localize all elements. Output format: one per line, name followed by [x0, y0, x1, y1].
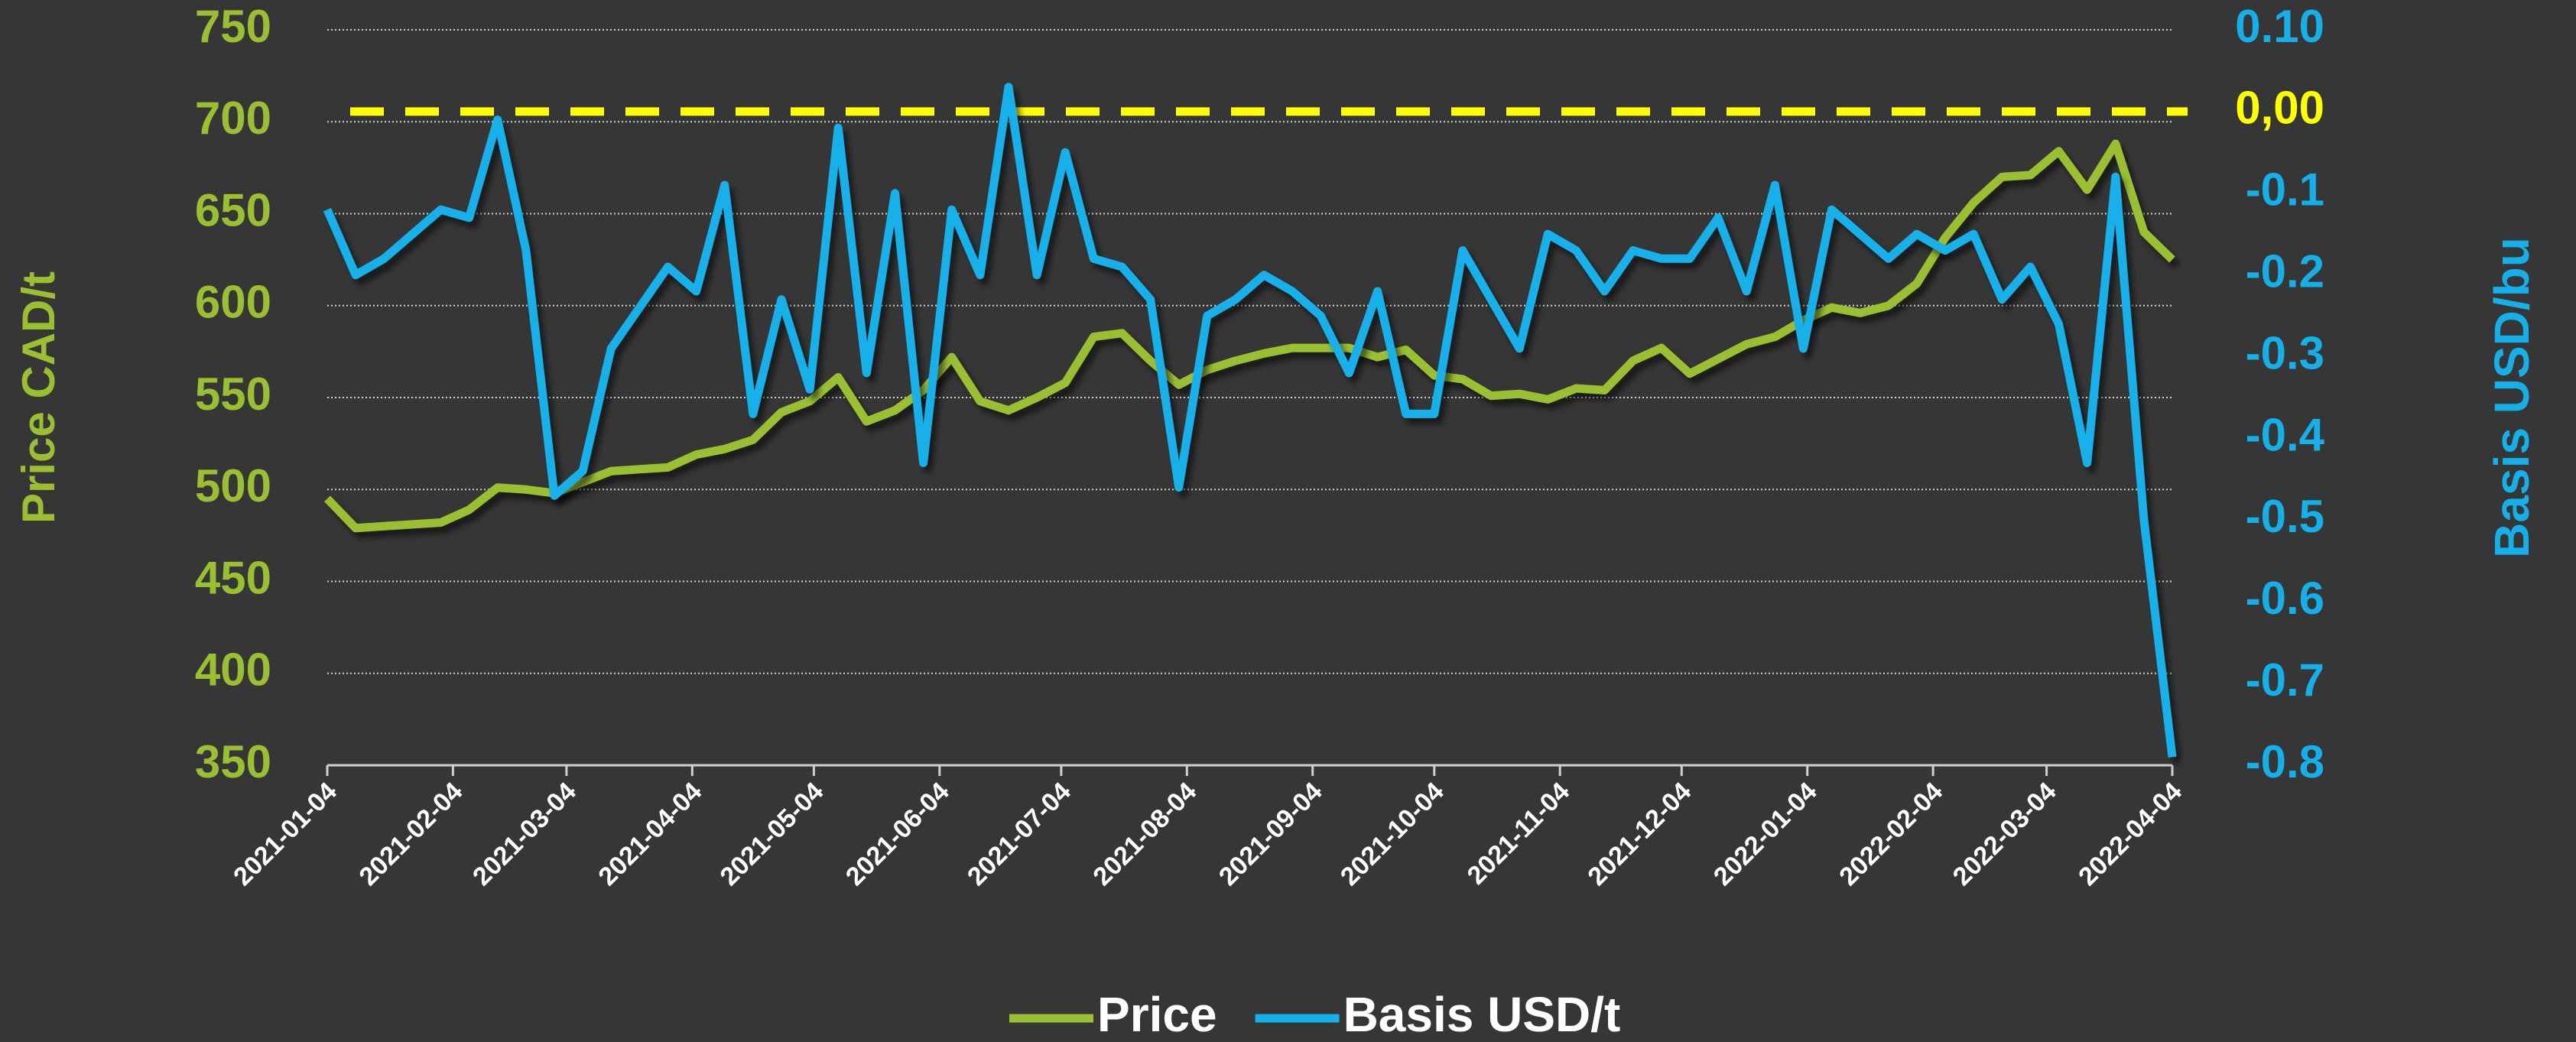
- y2-tick-label: -0.3: [2246, 327, 2324, 378]
- y-axis-title: Price CAD/t: [13, 271, 64, 524]
- y2-tick-label: -0.7: [2246, 654, 2324, 706]
- legend-label: Basis USD/t: [1343, 987, 1621, 1042]
- series-line: [324, 139, 2175, 533]
- y-tick-label: 600: [195, 277, 271, 328]
- y2-tick-label: -0.8: [2246, 736, 2324, 787]
- y-tick-label: 650: [195, 184, 271, 235]
- y-tick-label: 550: [195, 368, 271, 420]
- y2-tick-label: 0.10: [2235, 1, 2324, 52]
- y2-tick-label: -0.1: [2246, 164, 2324, 216]
- y2-tick-label: -0.4: [2246, 409, 2325, 460]
- legend-label: Price: [1097, 987, 1217, 1042]
- y2-tick-label: -0.5: [2246, 491, 2324, 542]
- y-tick-label: 400: [195, 644, 271, 696]
- y-tick-label: 500: [195, 460, 271, 511]
- y-tick-label: 700: [195, 93, 271, 144]
- y-tick-label: 450: [195, 552, 271, 603]
- y-tick-label: 350: [195, 736, 271, 787]
- y-tick-label: 750: [195, 1, 271, 52]
- y2-tick-label: -0.2: [2246, 246, 2324, 297]
- series-line: [323, 83, 2177, 758]
- y2-tick-label: -0.6: [2246, 573, 2324, 624]
- y2-tick-label: 0,00: [2235, 83, 2324, 134]
- y2-axis-title: Basis USD/bu: [2484, 237, 2539, 558]
